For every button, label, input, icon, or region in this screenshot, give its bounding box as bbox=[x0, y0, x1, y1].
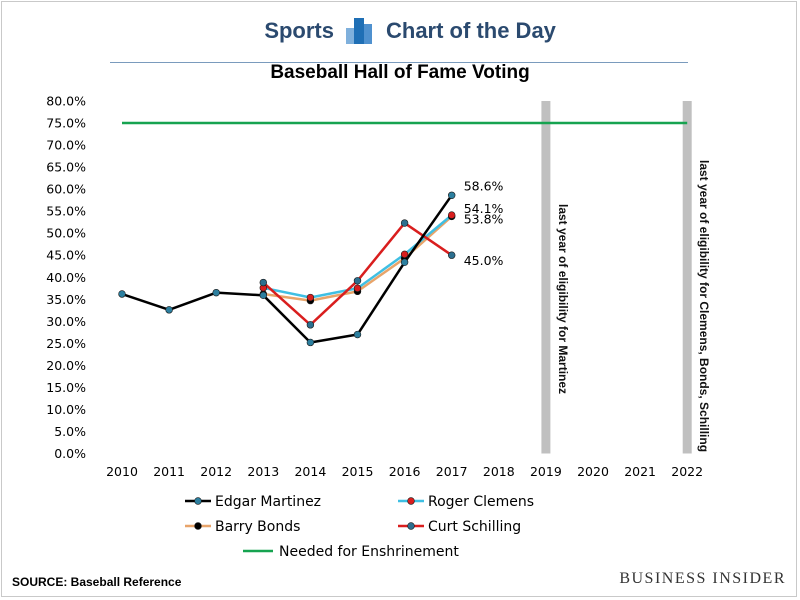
y-tick-label: 0.0% bbox=[54, 446, 86, 461]
eligibility-annotation: last year of eligibility for Clemens, Bo… bbox=[697, 160, 711, 452]
legend-label: Barry Bonds bbox=[215, 519, 300, 535]
data-point-roger-clemens bbox=[353, 284, 362, 292]
bar-chart-logo-icon bbox=[346, 16, 374, 44]
x-tick-label: 2014 bbox=[294, 464, 326, 479]
data-point-curt-schilling bbox=[448, 251, 456, 259]
series-line-edgar-martinez bbox=[121, 194, 453, 344]
x-tick-label: 2013 bbox=[247, 464, 279, 479]
x-tick-label: 2017 bbox=[436, 464, 468, 479]
y-tick-label: 45.0% bbox=[46, 248, 86, 263]
x-tick-label: 2015 bbox=[342, 464, 374, 479]
legend-label: Needed for Enshrinement bbox=[279, 544, 459, 560]
y-tick-label: 50.0% bbox=[46, 226, 86, 241]
y-tick-label: 15.0% bbox=[46, 380, 86, 395]
data-point-edgar-martinez bbox=[306, 338, 315, 347]
data-point-edgar-martinez bbox=[259, 291, 267, 300]
x-tick-label: 2020 bbox=[577, 464, 609, 479]
legend-label: Roger Clemens bbox=[428, 494, 534, 510]
chart-header: Sports Chart of the Day bbox=[0, 14, 800, 63]
data-point-roger-clemens bbox=[400, 250, 409, 259]
x-tick-label: 2010 bbox=[106, 464, 138, 479]
data-point-edgar-martinez bbox=[165, 306, 173, 314]
y-tick-label: 55.0% bbox=[46, 204, 86, 219]
chart-title: Baseball Hall of Fame Voting bbox=[270, 62, 530, 83]
y-tick-label: 80.0% bbox=[46, 94, 86, 109]
data-point-edgar-martinez bbox=[448, 191, 456, 199]
x-tick-label: 2012 bbox=[200, 464, 232, 479]
eligibility-marker-bar bbox=[541, 101, 551, 454]
legend-marker-curt-schilling bbox=[407, 522, 415, 530]
x-tick-label: 2016 bbox=[389, 464, 421, 479]
data-point-curt-schilling bbox=[353, 277, 362, 285]
data-point-curt-schilling bbox=[259, 278, 267, 287]
y-tick-label: 30.0% bbox=[46, 314, 86, 329]
x-tick-label: 2011 bbox=[153, 464, 185, 479]
data-point-curt-schilling bbox=[400, 219, 409, 227]
y-tick-label: 10.0% bbox=[46, 402, 86, 417]
data-point-edgar-martinez bbox=[400, 258, 409, 266]
x-tick-label: 2021 bbox=[624, 464, 656, 479]
x-tick-label: 2022 bbox=[671, 464, 703, 479]
header-sports-label: Sports bbox=[264, 18, 334, 43]
y-tick-label: 75.0% bbox=[46, 116, 86, 131]
data-point-roger-clemens bbox=[306, 293, 315, 302]
data-point-curt-schilling bbox=[306, 321, 315, 329]
y-tick-label: 60.0% bbox=[46, 182, 86, 197]
data-label: 58.6% bbox=[464, 178, 504, 193]
legend-marker-barry-bonds bbox=[194, 522, 202, 530]
legend-label: Edgar Martinez bbox=[215, 494, 321, 510]
y-tick-label: 70.0% bbox=[46, 138, 86, 153]
header-divider bbox=[110, 62, 688, 63]
x-tick-label: 2019 bbox=[530, 464, 562, 479]
x-tick-label: 2018 bbox=[483, 464, 515, 479]
y-tick-label: 5.0% bbox=[54, 424, 86, 439]
business-insider-logo: BUSINESS INSIDER bbox=[619, 570, 786, 587]
data-point-edgar-martinez bbox=[212, 288, 220, 297]
y-tick-label: 40.0% bbox=[46, 270, 86, 285]
legend-label: Curt Schilling bbox=[428, 519, 521, 535]
data-point-edgar-martinez bbox=[353, 330, 362, 339]
data-point-edgar-martinez bbox=[118, 290, 126, 298]
data-label: 45.0% bbox=[464, 253, 504, 268]
legend-marker-roger-clemens bbox=[407, 497, 415, 505]
eligibility-marker-bar bbox=[682, 101, 692, 454]
eligibility-annotation: last year of eligibility for Martinez bbox=[556, 204, 570, 394]
source-note: SOURCE: Baseball Reference bbox=[12, 575, 182, 589]
data-point-roger-clemens bbox=[448, 211, 456, 219]
header-chart-of-the-day-label: Chart of the Day bbox=[386, 18, 556, 43]
legend-marker-edgar-martinez bbox=[194, 497, 202, 505]
y-tick-label: 20.0% bbox=[46, 358, 86, 373]
y-tick-label: 65.0% bbox=[46, 160, 86, 175]
y-tick-label: 35.0% bbox=[46, 292, 86, 307]
data-label: 54.1% bbox=[464, 201, 504, 216]
data-label: 53.8% bbox=[464, 211, 504, 226]
y-tick-label: 25.0% bbox=[46, 336, 86, 351]
